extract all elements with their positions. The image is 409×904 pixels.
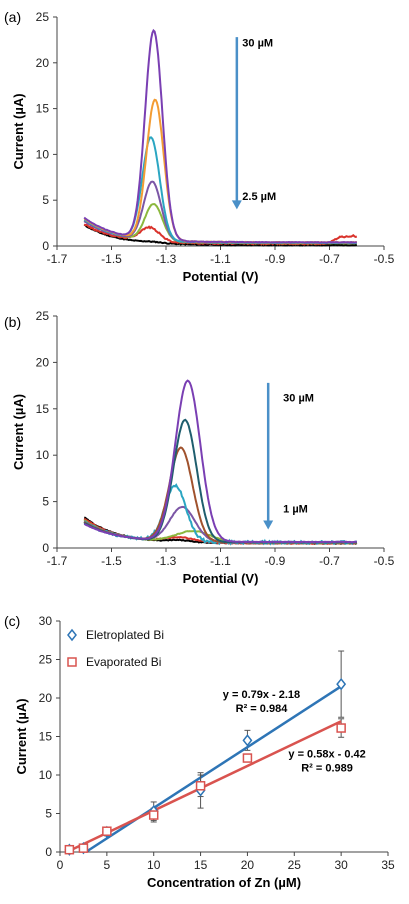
chart-panel-b: (b) 0 5 10 15 20 25 -1.7 -1.5 -1.3 -1.1 -0.9 -0.7 -0… xyxy=(4,309,395,586)
concentration-annotation: 30 µM xyxy=(242,37,273,49)
data-point-square xyxy=(78,843,89,853)
x-tick-label: 10 xyxy=(147,858,161,872)
x-tick-label: 25 xyxy=(288,858,302,872)
arrow-head-icon xyxy=(263,520,274,530)
chart-panel-a: (a) 0 5 10 15 20 25 -1.7 -1.5 -1.3 -1.1 -0.9 -0.7 -0… xyxy=(4,9,395,284)
x-axis-title: Potential (V) xyxy=(183,571,259,586)
fit-equation: y = 0.79x - 2.18 xyxy=(223,689,300,701)
y-tick-label: 10 xyxy=(36,448,50,462)
y-tick-label: 25 xyxy=(36,10,50,24)
curve-line xyxy=(83,28,357,244)
x-tick-label: -1.3 xyxy=(156,252,177,266)
panel-label: (b) xyxy=(4,314,21,330)
y-tick-label: 10 xyxy=(39,768,53,782)
curve-line xyxy=(83,98,357,244)
legend-marker-diamond xyxy=(67,628,77,642)
curve-line xyxy=(83,136,358,245)
x-tick-label: -0.5 xyxy=(374,554,395,568)
y-tick-label: 0 xyxy=(42,239,49,253)
y-tick-label: 5 xyxy=(42,193,49,207)
x-axis-title: Concentration of Zn (µM) xyxy=(147,875,301,890)
x-tick-label: 20 xyxy=(241,858,255,872)
data-point-square xyxy=(148,810,159,820)
y-tick-label: 30 xyxy=(39,614,53,628)
chart-panel-c: (c) 0 5 10 15 20 25 30 0 5 10 15 20 25 30 35 Concentrat… xyxy=(4,613,395,890)
x-tick-label: -0.7 xyxy=(319,554,340,568)
y-tick-label: 20 xyxy=(39,691,53,705)
y-tick-label: 15 xyxy=(36,402,50,416)
data-point-square xyxy=(336,723,346,733)
fit-r-squared: R² = 0.989 xyxy=(301,762,353,774)
data-point-square xyxy=(195,781,206,791)
legend-label: Eletroplated Bi xyxy=(86,628,164,642)
x-tick-label: -0.5 xyxy=(374,252,395,266)
panel-label: (c) xyxy=(4,613,20,629)
y-tick-label: 5 xyxy=(42,495,49,509)
data-point-square xyxy=(242,753,253,763)
x-tick-label: -1.5 xyxy=(101,554,122,568)
curve-line xyxy=(83,519,358,545)
fit-line xyxy=(85,685,342,854)
x-tick-label: -0.9 xyxy=(265,554,286,568)
y-tick-label: 25 xyxy=(39,653,53,667)
concentration-annotation: 2.5 µM xyxy=(242,191,276,203)
y-tick-label: 15 xyxy=(36,102,50,116)
curve-line xyxy=(83,203,357,245)
data-point-diamond xyxy=(336,677,347,691)
legend-label: Evaporated Bi xyxy=(86,655,161,669)
y-axis-title: Current (µA) xyxy=(11,93,26,169)
arrow-head-icon xyxy=(231,200,242,210)
x-tick-label: -1.7 xyxy=(47,554,68,568)
y-tick-label: 20 xyxy=(36,56,50,70)
y-tick-label: 5 xyxy=(45,807,52,821)
curve-line xyxy=(83,418,357,544)
x-tick-label: -1.1 xyxy=(210,554,231,568)
y-axis-title: Current (µA) xyxy=(11,394,26,470)
x-tick-label: -1.3 xyxy=(156,554,177,568)
legend-marker-square xyxy=(67,657,77,667)
x-tick-label: -0.7 xyxy=(319,252,340,266)
y-axis-title: Current (µA) xyxy=(14,698,29,774)
concentration-annotation: 30 µM xyxy=(283,392,314,404)
x-tick-label: 30 xyxy=(334,858,348,872)
panel-label: (a) xyxy=(4,9,21,25)
y-tick-label: 25 xyxy=(36,309,50,323)
x-tick-label: -1.5 xyxy=(101,252,122,266)
curve-line xyxy=(83,379,357,544)
fit-r-squared: R² = 0.984 xyxy=(236,703,289,715)
x-tick-label: 35 xyxy=(381,858,395,872)
y-tick-label: 15 xyxy=(39,730,53,744)
y-tick-label: 0 xyxy=(45,845,52,859)
x-axis-title: Potential (V) xyxy=(183,269,259,284)
x-tick-label: 0 xyxy=(57,858,64,872)
fit-equation: y = 0.58x - 0.42 xyxy=(288,748,365,760)
data-point-square xyxy=(64,844,75,855)
data-point-diamond xyxy=(242,734,253,747)
y-tick-label: 0 xyxy=(42,541,49,555)
y-tick-label: 20 xyxy=(36,355,50,369)
concentration-annotation: 1 µM xyxy=(283,504,308,516)
x-tick-label: 5 xyxy=(104,858,111,872)
curve-line xyxy=(83,446,357,544)
data-point-square xyxy=(102,826,112,836)
y-tick-label: 10 xyxy=(36,147,50,161)
x-tick-label: 15 xyxy=(194,858,208,872)
x-tick-label: -1.1 xyxy=(210,252,231,266)
x-tick-label: -0.9 xyxy=(265,252,286,266)
x-tick-label: -1.7 xyxy=(47,252,68,266)
